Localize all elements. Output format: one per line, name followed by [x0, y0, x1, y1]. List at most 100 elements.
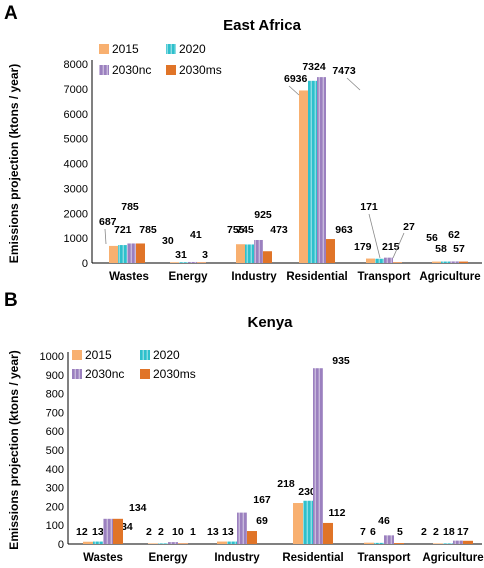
panel-a-legend-label-2015: 2015 [112, 42, 139, 56]
panel-a-label-industry-2030nc: 925 [254, 209, 272, 221]
panel-b-label-transport-2020: 6 [370, 526, 376, 538]
panel-b-bar-transport-2030nc [384, 535, 394, 544]
panel-b-label-industry-2020: 13 [222, 526, 234, 538]
panel-b-bar-residential-2020 [303, 500, 313, 544]
panel-a-leader-transport [392, 232, 405, 259]
panel-b-category-energy: Energy [149, 552, 189, 564]
panel-a-label-wastes-2015: 687 [99, 216, 117, 228]
panel-b-category-agriculture: Agriculture [422, 552, 483, 564]
panel-b-y-tick-500: 500 [46, 445, 64, 457]
panel-a-label-energy-2020: 31 [175, 249, 187, 261]
panel-a-y-tick-6000: 6000 [64, 109, 88, 121]
panel-b-y-tick-600: 600 [46, 426, 64, 438]
panel-b-bar-transport-2015 [364, 542, 374, 544]
panel-a-label-residential-2015: 6936 [284, 73, 308, 85]
panel-b-bar-residential-2030ms [323, 522, 333, 544]
panel-b: B Kenya Emissions projection (ktons / year… [4, 290, 484, 564]
panel-b-label-agriculture-2020: 2 [433, 526, 439, 538]
panel-b-legend-swatch-2030nc [72, 369, 82, 379]
panel-a-y-tick-7000: 7000 [64, 84, 88, 96]
panel-a-leader-residential [288, 85, 300, 96]
panel-a-bar-energy-2020 [179, 262, 188, 263]
panel-b-bar-energy-2015 [148, 543, 158, 544]
panel-a-label-transport-2030ms: 27 [403, 221, 415, 233]
panel-b-bar-wastes-2030nc [103, 518, 113, 544]
panel-b-legend-label-2030ms: 2030ms [153, 367, 196, 381]
panel-a-y-tick-3000: 3000 [64, 183, 88, 195]
panel-b-bar-transport-2030ms [394, 543, 404, 544]
panel-b-category-transport: Transport [357, 552, 410, 564]
panel-a-label-agriculture-2020: 58 [435, 243, 447, 255]
panel-a: A East Africa Emissions projection (ktons … [4, 3, 482, 283]
panel-b-category-industry: Industry [214, 552, 260, 564]
panel-b-bar-agriculture-2030nc [453, 540, 463, 544]
panel-a-title: East Africa [223, 17, 301, 34]
panel-a-label-wastes-2030nc: 785 [121, 201, 139, 213]
panel-b-label-residential-2030ms: 112 [329, 507, 346, 519]
panel-b-label-wastes-2030ms: 134 [129, 502, 147, 514]
panel-b-bar-agriculture-2015 [433, 543, 443, 544]
panel-a-bar-wastes-2020 [118, 245, 127, 263]
panel-b-label-energy-2020: 2 [158, 526, 164, 538]
panel-a-bar-industry-2030nc [254, 239, 263, 263]
panel-b-y-tick-100: 100 [46, 520, 64, 532]
panel-b-bar-wastes-2015 [83, 541, 93, 544]
panel-a-legend-label-2030ms: 2030ms [179, 63, 222, 77]
panel-b-bar-wastes-2030ms [113, 518, 123, 544]
panel-a-category-residential: Residential [286, 271, 347, 283]
panel-b-label-industry-2015: 13 [207, 526, 219, 538]
panel-a-label-industry-2020: 745 [236, 224, 254, 236]
panel-a-y-tick-5000: 5000 [64, 134, 88, 146]
panel-a-legend-swatch-2015 [99, 44, 109, 54]
panel-a-letter: A [4, 3, 18, 24]
panel-b-label-agriculture-2015: 2 [421, 526, 427, 538]
panel-a-label-transport-2015: 179 [354, 241, 372, 253]
panel-a-bar-agriculture-2030ms [459, 261, 468, 263]
panel-b-category-residential: Residential [282, 552, 343, 564]
panel-a-label-transport-2020: 171 [360, 201, 378, 213]
panel-b-legend-swatch-2020 [140, 350, 150, 360]
panel-a-bar-industry-2015 [236, 244, 245, 263]
panel-a-y-tick-0: 0 [82, 258, 88, 270]
panel-a-bar-agriculture-2015 [432, 261, 441, 263]
panel-a-bar-residential-2020 [308, 80, 317, 264]
panel-b-label-residential-2020: 230 [298, 486, 316, 498]
panel-a-label-industry-2030ms: 473 [270, 224, 288, 236]
panel-a-legend-swatch-2030ms [166, 65, 176, 75]
panel-a-label-energy-2030ms: 3 [202, 249, 208, 261]
panel-a-label-transport-2030nc: 215 [382, 241, 400, 253]
panel-a-bar-energy-2030ms [197, 262, 206, 263]
panel-b-y-tick-400: 400 [46, 464, 64, 476]
panel-a-label-energy-2030nc: 41 [190, 229, 202, 241]
panel-a-label-energy-2015: 30 [162, 235, 174, 247]
panel-b-bar-energy-2030ms [178, 543, 188, 544]
panel-a-bar-wastes-2015 [109, 245, 118, 263]
panel-a-bar-agriculture-2030nc [450, 261, 459, 263]
panel-a-bar-wastes-2030nc [127, 243, 136, 263]
panel-b-y-axis-label: Emissions projection (ktons / year) [7, 350, 21, 549]
panel-a-label-residential-2030ms: 963 [335, 224, 353, 236]
panel-a-bar-residential-2030ms [326, 239, 335, 263]
panel-b-bar-industry-2030nc [237, 512, 247, 544]
panel-a-leader-residential-2 [346, 77, 361, 91]
panel-a-category-industry: Industry [231, 271, 277, 283]
panel-b-label-transport-2015: 7 [360, 526, 366, 538]
panel-b-letter: B [4, 290, 18, 311]
panel-b-y-tick-800: 800 [46, 389, 64, 401]
panel-a-label-wastes-2030ms: 785 [139, 224, 157, 236]
panel-a-bar-residential-2030nc [317, 77, 326, 263]
panel-b-label-industry-2030ms: 69 [256, 515, 268, 527]
panel-a-label-residential-2020: 7324 [302, 61, 326, 73]
panel-a-bar-industry-2020 [245, 244, 254, 263]
panel-a-label-agriculture-2030ms: 57 [453, 243, 465, 255]
panel-a-leader-wastes [104, 228, 107, 245]
panel-a-legend: 2015 2020 2030nc 2030ms [99, 42, 222, 77]
panel-a-label-industry-2015: 755 [227, 224, 245, 236]
panel-b-y-tick-700: 700 [46, 407, 64, 419]
panel-b-bar-industry-2030ms [247, 531, 257, 544]
panel-b-label-wastes-2015: 12 [76, 526, 88, 538]
panel-b-bar-residential-2030nc [313, 368, 323, 544]
panel-a-legend-swatch-2030nc [99, 65, 109, 75]
